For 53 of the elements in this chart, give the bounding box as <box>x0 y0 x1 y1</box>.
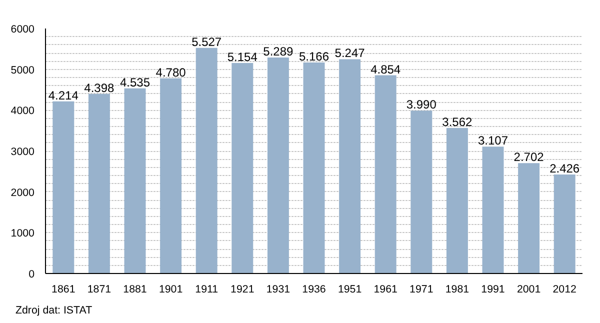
x-tick-label: 1961 <box>374 284 398 296</box>
x-tick-label: 1936 <box>302 284 326 296</box>
x-tick-label: 1931 <box>266 284 290 296</box>
data-label: 4.854 <box>370 62 401 76</box>
x-tick-label: 1971 <box>410 284 434 296</box>
y-tick-label: 2000 <box>10 186 35 199</box>
x-tick-label: 1921 <box>230 284 254 296</box>
data-label: 4.398 <box>84 80 115 95</box>
data-label: 4.535 <box>120 75 150 90</box>
data-label: 5.527 <box>192 34 222 49</box>
bar <box>339 59 361 274</box>
data-label: 5.154 <box>227 50 258 64</box>
bar <box>52 101 74 274</box>
bar <box>554 174 576 274</box>
data-label: 2.702 <box>514 150 544 164</box>
y-tick-label: 4000 <box>10 105 35 118</box>
data-label: 4.780 <box>156 65 186 80</box>
bar <box>267 58 289 274</box>
data-label: 5.289 <box>263 44 294 59</box>
x-tick-label: 1951 <box>338 284 362 296</box>
x-tick-label: 1861 <box>52 284 76 296</box>
x-tick-label: 1901 <box>158 284 183 296</box>
data-label: 5.166 <box>298 50 330 64</box>
bar <box>374 75 396 274</box>
y-tick-label: 0 <box>28 268 35 280</box>
bar <box>303 62 325 274</box>
data-label: 2.426 <box>550 161 580 176</box>
x-tick-label: 1881 <box>123 284 147 296</box>
x-tick-label: 1871 <box>87 284 112 296</box>
text: Zdroj dat: ISTAT <box>16 304 93 316</box>
y-tick-label: 5000 <box>10 64 35 76</box>
data-label: 3.562 <box>442 115 473 130</box>
y-tick-label: 3000 <box>10 146 35 158</box>
x-tick-label: 1911 <box>195 284 218 296</box>
x-tick-label: 1981 <box>445 284 470 296</box>
bar <box>482 146 504 274</box>
data-label: 3.990 <box>406 98 437 112</box>
data-label: 3.107 <box>478 134 508 148</box>
y-tick-label: 6000 <box>10 24 35 36</box>
bar <box>518 163 540 274</box>
data-label: 4.214 <box>48 88 79 102</box>
y-tick-label: 1000 <box>10 228 35 240</box>
x-tick-label: 2012 <box>552 284 577 296</box>
data-label: 5.247 <box>334 46 366 60</box>
bar <box>196 48 218 274</box>
bar <box>446 128 468 274</box>
x-tick-label: 2001 <box>516 284 541 296</box>
bar <box>88 94 110 274</box>
bar <box>124 88 146 274</box>
bar <box>232 63 254 274</box>
x-tick-label: 1991 <box>481 284 505 296</box>
bar <box>410 110 432 274</box>
bar <box>160 78 182 274</box>
